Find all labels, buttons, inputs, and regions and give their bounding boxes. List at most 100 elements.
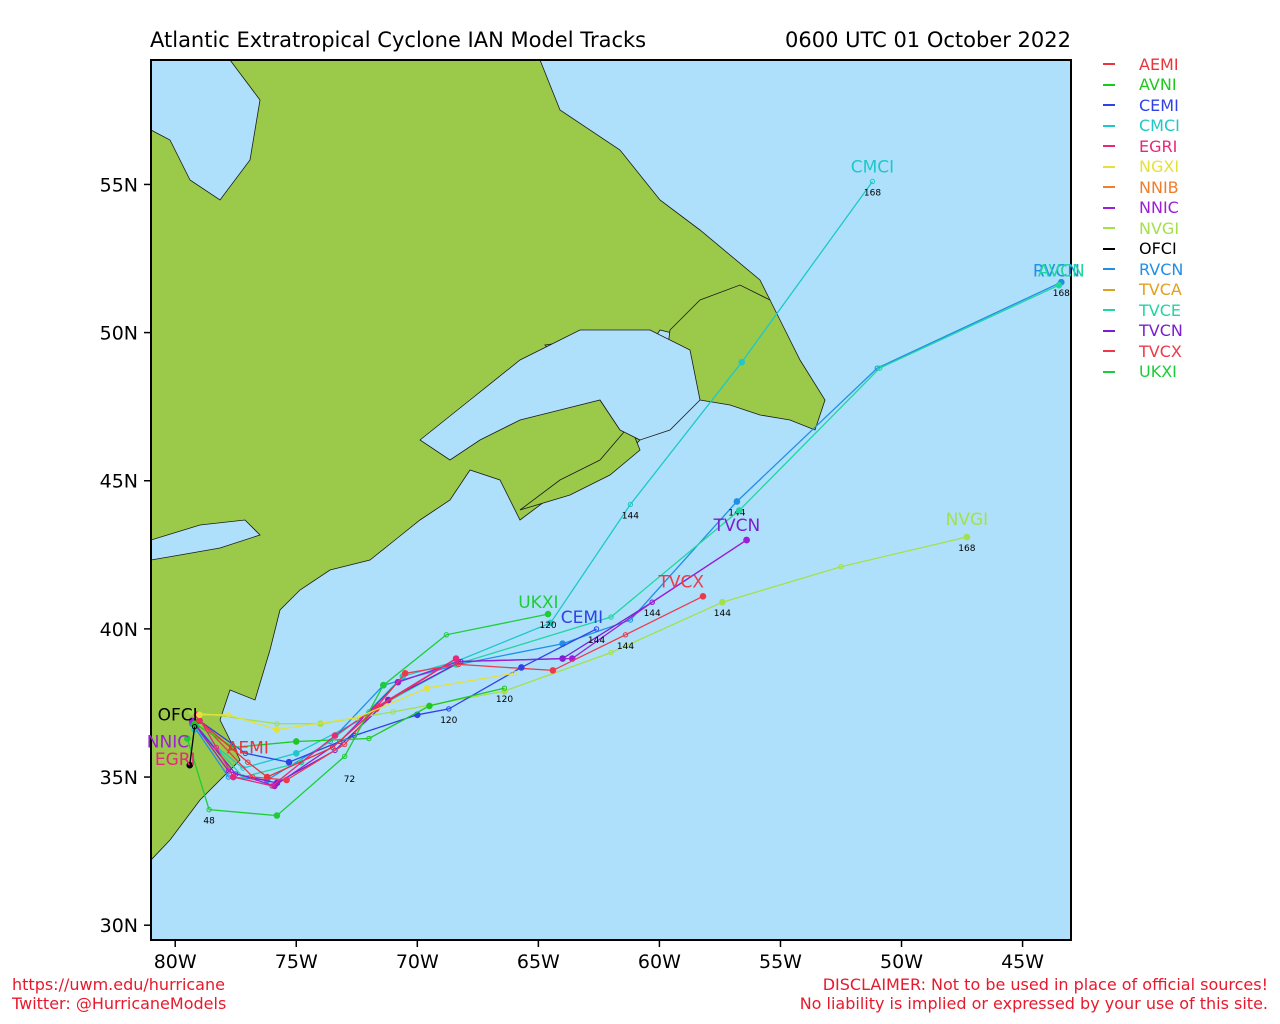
legend-swatch	[1103, 63, 1115, 66]
legend-item: EGRI	[1103, 136, 1183, 157]
legend-label: TVCE	[1139, 300, 1181, 320]
legend-swatch	[1103, 370, 1115, 373]
track-point	[733, 498, 741, 505]
forecast-hour-label: 48	[203, 817, 215, 827]
map-frame	[150, 59, 1072, 941]
north-america-land	[151, 60, 771, 861]
track-point	[838, 563, 844, 570]
track-point	[390, 709, 396, 715]
lat-tick-label: 35N	[100, 767, 138, 789]
track-point	[242, 750, 249, 757]
track-point	[269, 783, 275, 789]
legend-item: TVCA	[1103, 280, 1183, 301]
track-point	[274, 721, 280, 727]
legend-swatch	[1103, 206, 1115, 209]
track-point	[699, 592, 707, 600]
track-point	[230, 773, 237, 781]
track-point	[963, 533, 971, 541]
lon-tick-label: 55W	[759, 951, 802, 973]
legend-swatch	[1103, 309, 1115, 312]
track-point	[549, 667, 557, 674]
track-point	[1055, 281, 1063, 289]
legend-item: NNIB	[1103, 177, 1183, 198]
legend-item: TVCX	[1103, 341, 1183, 362]
axis-ticks: 80W 75W 70W 65W 60W 55W 50W 45W 55N 50N 45N 40N 35N 3…	[100, 174, 1045, 973]
track-point	[273, 812, 281, 819]
track-line	[189, 726, 196, 766]
legend-item: AEMI	[1103, 54, 1183, 75]
track-point	[501, 685, 508, 691]
track-point	[245, 759, 251, 765]
lat-tick-label: 40N	[100, 619, 138, 641]
lat-tick-label: 50N	[100, 323, 138, 345]
track-ofci	[186, 723, 198, 769]
disclaimer-line-1: DISCLAIMER: Not to be used in place of o…	[822, 975, 1268, 994]
tracks-layer: 144 168 144 168 144 144 168 144 120 144 48 120 72 120	[184, 178, 1070, 827]
track-point	[593, 626, 600, 632]
track-point	[191, 723, 198, 730]
track-name-label: AVCN	[1038, 261, 1085, 281]
track-name-label: UKXI	[518, 593, 558, 613]
legend-swatch	[1103, 329, 1115, 332]
forecast-hour-label: 120	[539, 621, 556, 631]
legend-label: AVNI	[1139, 75, 1177, 95]
track-point	[738, 358, 746, 366]
track-line	[186, 613, 549, 817]
track-point	[354, 715, 360, 721]
forecast-hour-label: 168	[1053, 289, 1070, 299]
track-point	[285, 758, 293, 766]
track-point	[249, 774, 256, 780]
track-ukxi: 48 120	[184, 610, 557, 827]
lon-tick-label: 60W	[638, 951, 681, 973]
track-line	[198, 657, 457, 778]
legend-swatch	[1103, 268, 1115, 271]
legend-label: EGRI	[1139, 136, 1178, 156]
track-point	[273, 726, 281, 733]
footer-disclaimer: DISCLAIMER: Not to be used in place of o…	[800, 975, 1268, 1013]
track-point	[292, 738, 300, 745]
track-point	[452, 655, 460, 662]
track-name-label: TVCX	[657, 572, 704, 592]
legend-swatch	[1103, 350, 1115, 353]
lon-tick-label: 80W	[154, 951, 197, 973]
lon-tick-label: 45W	[1001, 951, 1044, 973]
legend-label: CMCI	[1139, 116, 1180, 136]
track-point	[184, 735, 191, 742]
valid-time: 0600 UTC 01 October 2022	[785, 28, 1071, 52]
legend-label: UKXI	[1139, 362, 1177, 382]
legend-item: CEMI	[1103, 95, 1183, 116]
track-name-label: NVGI	[946, 510, 989, 530]
legend-label: TVCX	[1139, 341, 1182, 361]
legend-item: RVCN	[1103, 259, 1183, 280]
map-title: Atlantic Extratropical Cyclone IAN Model…	[150, 28, 647, 52]
forecast-hour-label: 168	[958, 544, 975, 554]
legend-swatch	[1103, 227, 1115, 230]
legend-item: TVCE	[1103, 300, 1183, 321]
track-point	[622, 632, 629, 638]
track-point	[455, 661, 462, 668]
track-point	[719, 598, 726, 606]
legend-label: NVGI	[1139, 218, 1180, 238]
track-point	[292, 750, 300, 757]
legend-label: NNIB	[1139, 177, 1179, 197]
legend-swatch	[1103, 124, 1115, 127]
track-point	[877, 365, 883, 371]
footer-url[interactable]: https://uwm.edu/hurricane	[12, 975, 225, 994]
track-point	[341, 741, 348, 748]
legend-swatch	[1103, 83, 1115, 86]
track-name-label: OFCI	[158, 706, 198, 726]
legend-item: UKXI	[1103, 362, 1183, 383]
track-nvgi: 144 168	[188, 533, 976, 728]
legend-label: NGXI	[1139, 157, 1180, 177]
track-point	[544, 610, 552, 618]
legend-item: AVNI	[1103, 75, 1183, 96]
legend-item: NNIC	[1103, 198, 1183, 219]
footer-twitter: Twitter: @HurricaneModels	[12, 994, 227, 1013]
legend-swatch	[1103, 145, 1115, 148]
lon-tick-label: 50W	[880, 951, 923, 973]
track-point	[188, 708, 196, 716]
legend-label: AEMI	[1139, 54, 1179, 74]
lat-tick-label: 55N	[100, 174, 138, 196]
legend-item: OFCI	[1103, 239, 1183, 260]
